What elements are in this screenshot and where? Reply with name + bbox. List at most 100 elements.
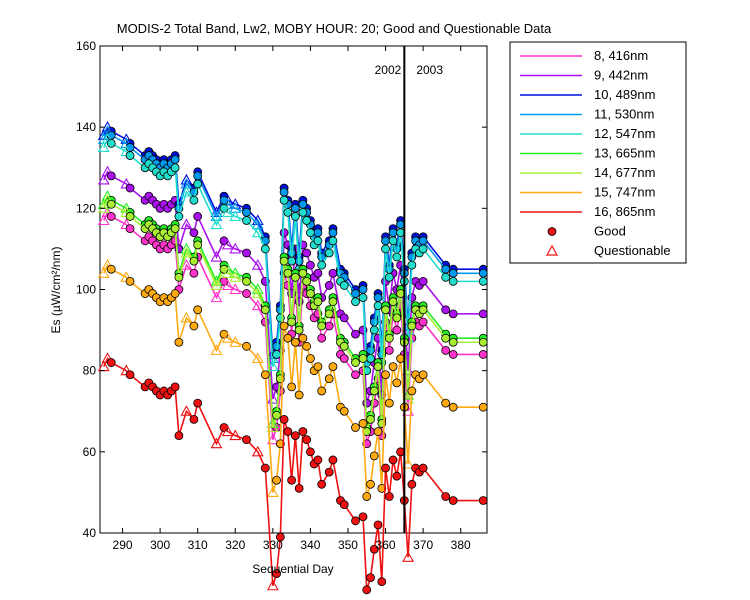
good-point: [369, 386, 379, 396]
questionable-point: [251, 226, 264, 238]
legend-label: 11, 530nm: [594, 107, 654, 122]
x-tick-label: 300: [150, 538, 170, 552]
good-point: [174, 431, 184, 441]
good-point: [287, 256, 297, 266]
good-point: [351, 358, 360, 367]
questionable-point: [221, 238, 234, 250]
good-point: [388, 455, 398, 465]
good-point: [317, 260, 327, 270]
y-tick-label: 80: [83, 364, 97, 378]
good-point: [328, 236, 338, 246]
good-point: [388, 362, 398, 372]
good-point: [193, 398, 203, 408]
good-point: [298, 333, 308, 343]
good-point: [260, 244, 270, 254]
good-point: [242, 216, 251, 225]
good-point: [339, 406, 349, 416]
good-point: [313, 455, 323, 465]
good-point: [298, 207, 308, 217]
good-point: [324, 321, 334, 331]
good-point: [290, 337, 300, 347]
good-point: [193, 212, 203, 221]
good-point: [381, 370, 390, 380]
good-point: [418, 276, 428, 286]
good-point: [441, 345, 451, 355]
x-tick-label: 340: [300, 538, 320, 552]
x-tick-label: 360: [376, 538, 396, 552]
questionable-point: [210, 279, 223, 290]
good-point: [272, 350, 281, 359]
good-point: [324, 281, 334, 290]
good-point: [125, 276, 135, 286]
good-point: [328, 297, 338, 307]
good-point: [324, 374, 334, 384]
good-point: [174, 212, 184, 221]
legend-label: 16, 865nm: [594, 204, 655, 219]
good-point: [388, 236, 398, 246]
good-point: [302, 216, 312, 225]
questionable-point: [221, 279, 234, 290]
good-point: [313, 236, 323, 246]
good-point: [441, 333, 451, 343]
good-point: [170, 382, 180, 392]
good-point: [170, 224, 180, 234]
good-point: [373, 520, 383, 530]
x-tick-label: 320: [225, 538, 245, 552]
good-point: [351, 423, 360, 432]
questionable-point: [180, 311, 193, 323]
good-point: [384, 345, 394, 355]
good-point: [441, 492, 451, 501]
good-point: [302, 435, 312, 445]
good-point: [478, 337, 488, 347]
good-point: [125, 224, 135, 234]
legend-label: 14, 677nm: [594, 165, 655, 180]
good-point: [317, 321, 327, 331]
good-point: [275, 532, 285, 542]
good-point: [369, 451, 379, 461]
good-point: [324, 248, 334, 258]
good-point: [306, 447, 315, 457]
questionable-point: [251, 299, 264, 311]
questionable-point: [210, 250, 223, 262]
questionable-point: [180, 246, 193, 258]
questionable-point: [229, 336, 242, 347]
good-point: [448, 496, 458, 505]
good-point: [478, 402, 488, 412]
good-point: [290, 212, 300, 221]
good-point: [358, 293, 368, 303]
good-point: [189, 256, 199, 266]
good-point: [106, 171, 116, 181]
good-point: [362, 492, 372, 501]
good-point: [373, 362, 383, 372]
good-point: [189, 228, 199, 238]
legend-questionable-marker: [545, 244, 559, 256]
good-point: [106, 138, 116, 148]
good-point: [369, 325, 379, 335]
series-layer: [97, 121, 488, 595]
legend-box: [509, 41, 687, 264]
good-point: [302, 276, 312, 286]
good-point: [448, 337, 458, 347]
good-point: [351, 329, 360, 339]
good-point: [358, 285, 368, 294]
questionable-point: [210, 291, 223, 303]
good-point: [373, 301, 383, 311]
good-point: [407, 479, 417, 489]
tick-layer: 290 300 310 320 330 340 350 360 370 380 40 60 80 100 1…: [76, 39, 487, 552]
x-tick-label: 370: [413, 538, 433, 552]
good-point: [242, 276, 251, 286]
questionable-point: [97, 267, 110, 278]
questionable-point: [229, 210, 242, 221]
good-point: [283, 207, 293, 217]
questionable-point: [251, 287, 264, 299]
good-point: [351, 516, 360, 526]
good-point: [260, 370, 270, 380]
good-point: [189, 321, 199, 331]
good-point: [351, 297, 360, 307]
good-point: [174, 272, 184, 282]
x-tick-label: 290: [113, 538, 133, 552]
good-point: [358, 419, 368, 428]
good-point: [242, 248, 251, 258]
x-tick-label: 310: [188, 538, 208, 552]
good-point: [448, 350, 458, 359]
